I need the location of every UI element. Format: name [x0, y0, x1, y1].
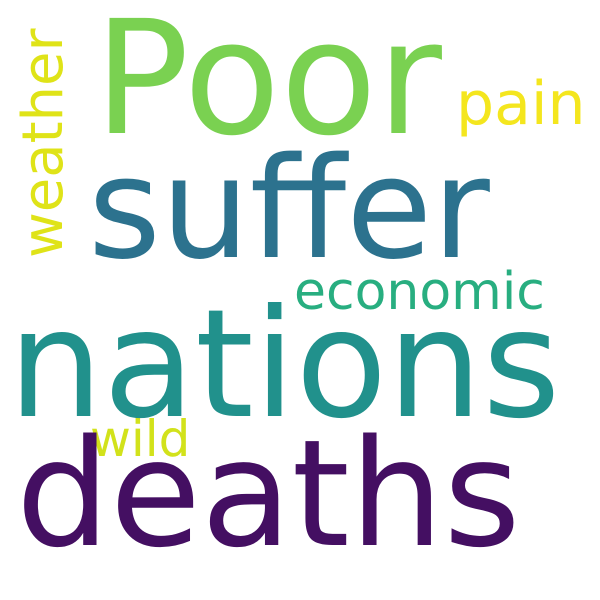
word-nations: nations	[8, 278, 561, 452]
word-suffer: suffer	[88, 128, 490, 291]
word-weather: weather	[11, 28, 76, 259]
word-economic: economic	[294, 262, 545, 322]
word-deaths: deaths	[16, 408, 521, 580]
word-wild: wild	[90, 410, 191, 468]
word-pain: pain	[456, 69, 586, 139]
word-poor: Poor	[94, 0, 442, 171]
